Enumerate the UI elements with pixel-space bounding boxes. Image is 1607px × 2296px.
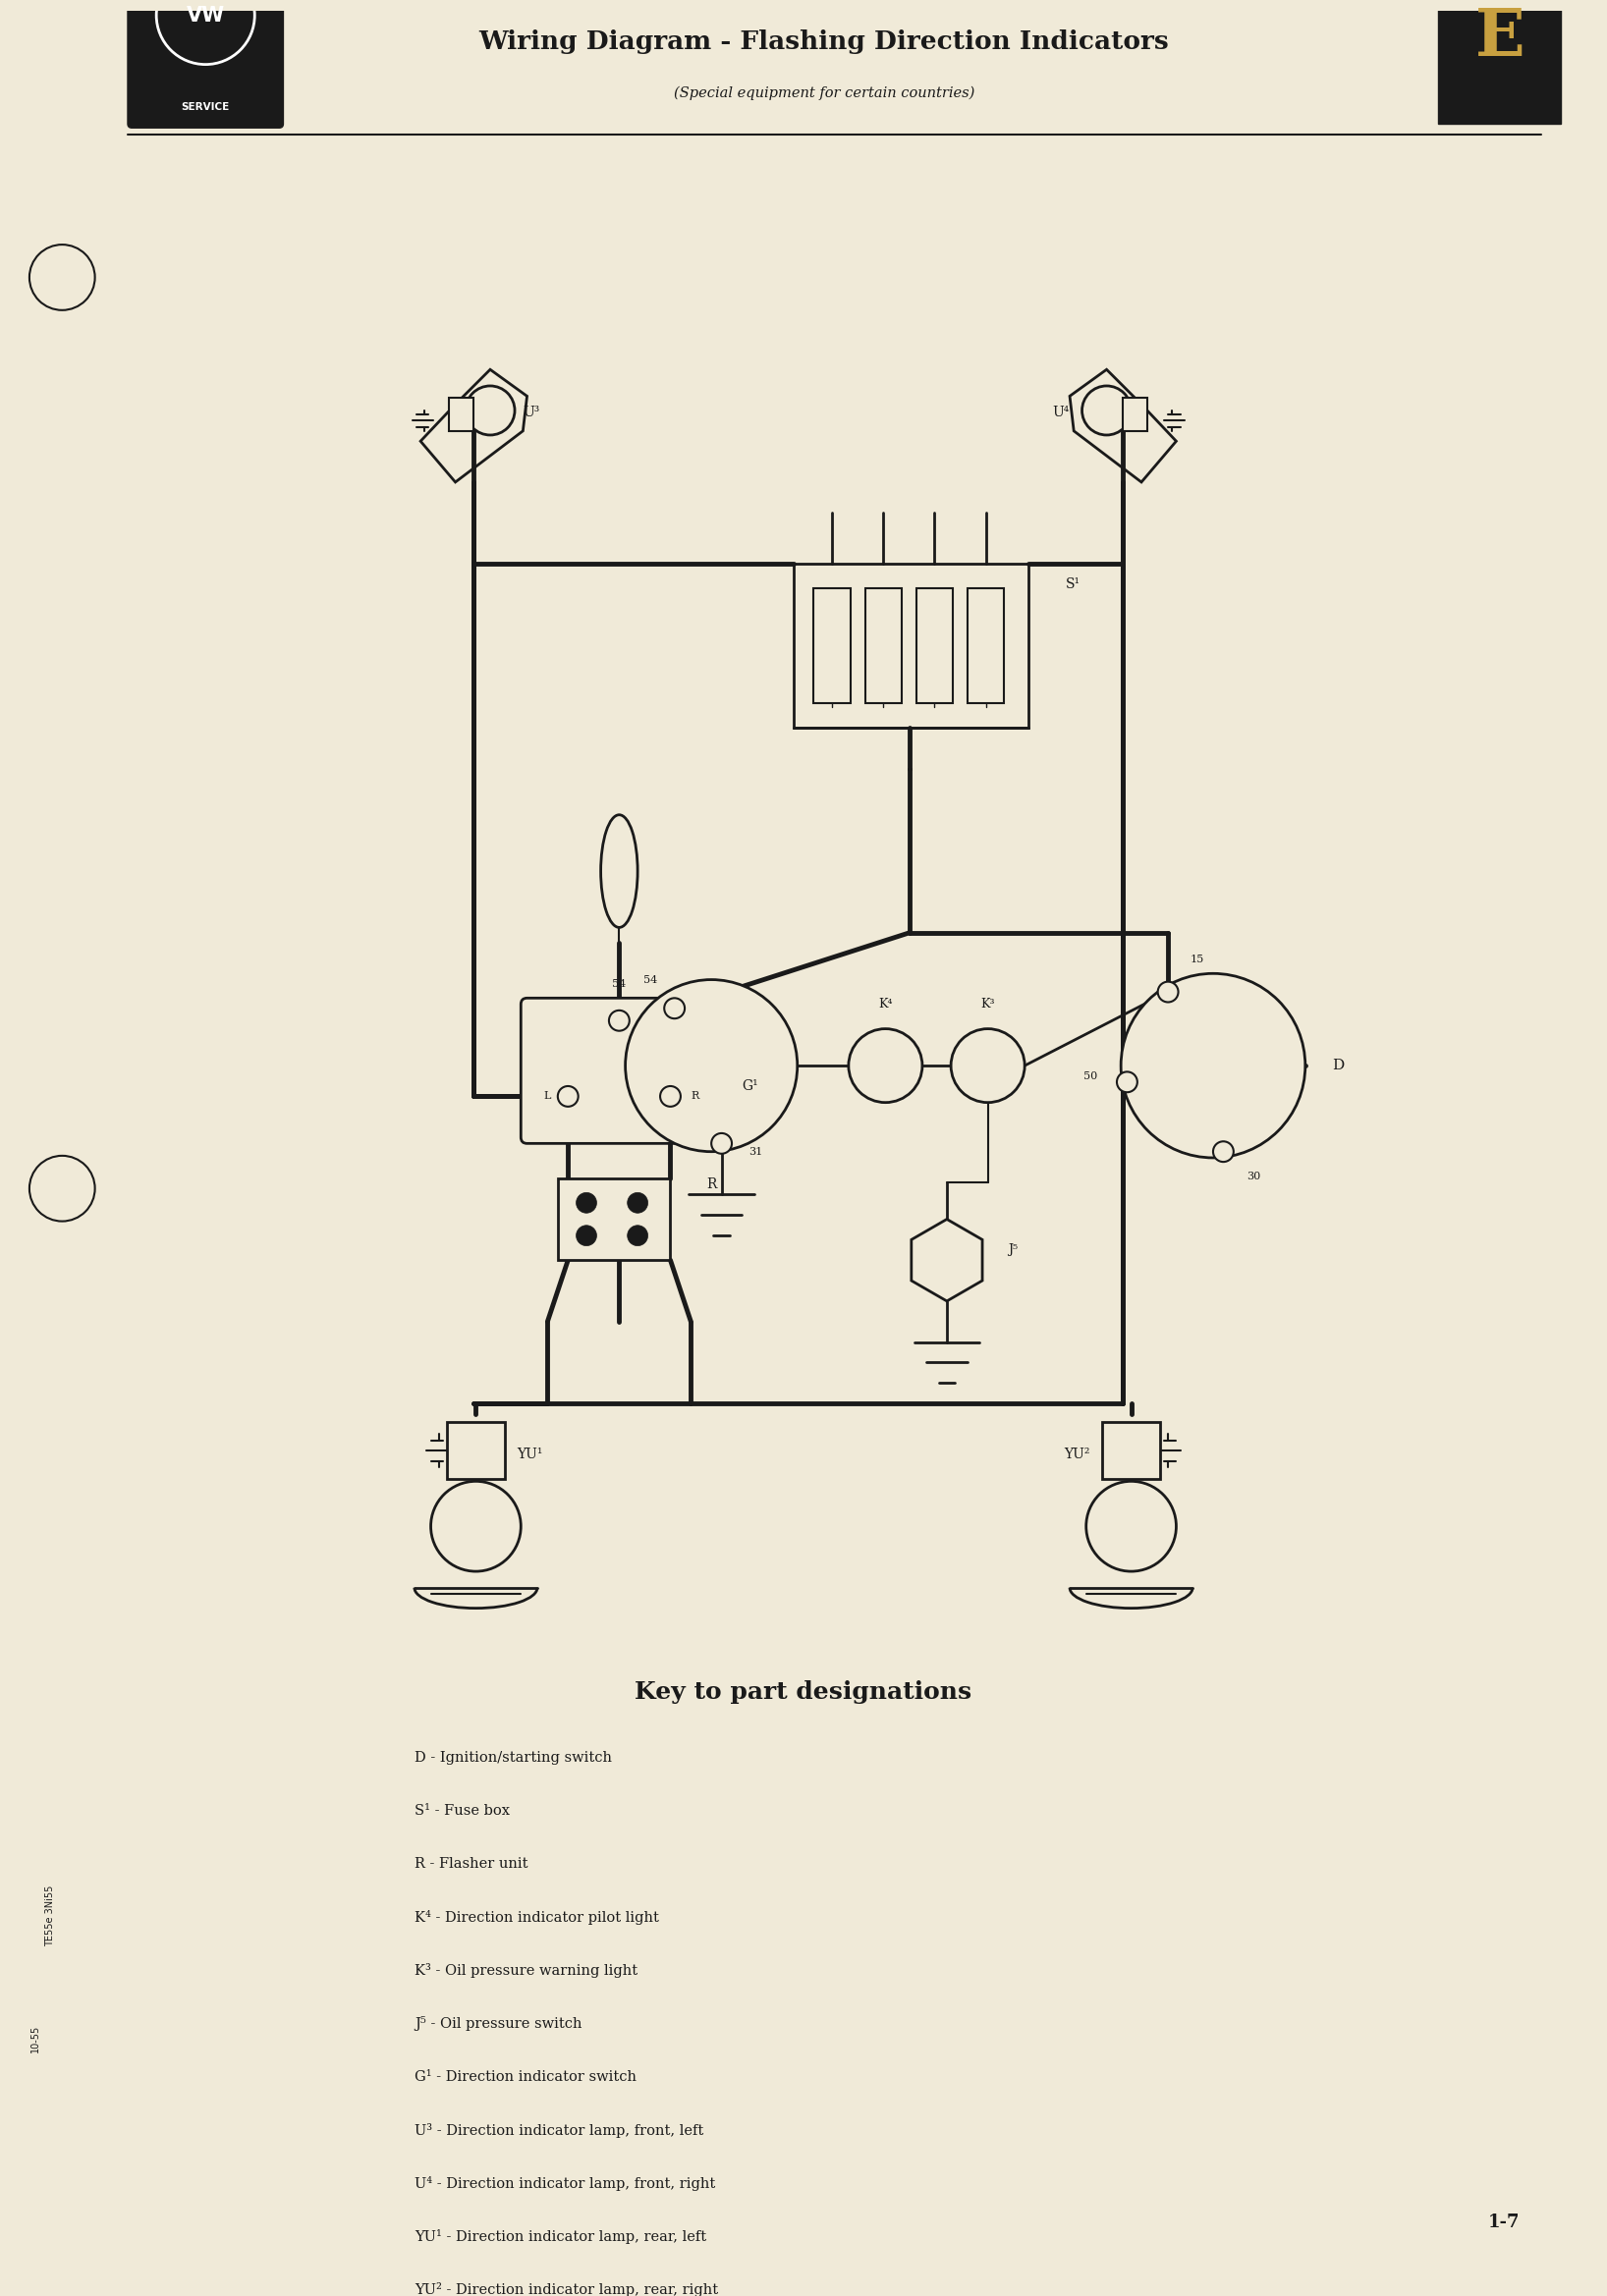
Bar xyxy=(813,588,850,703)
Text: G¹ - Direction indicator switch: G¹ - Direction indicator switch xyxy=(415,2071,636,2085)
Circle shape xyxy=(660,1086,681,1107)
Circle shape xyxy=(1122,974,1305,1157)
Text: 15: 15 xyxy=(1189,955,1204,964)
Bar xyxy=(1123,397,1147,432)
Text: VW: VW xyxy=(186,5,225,25)
Circle shape xyxy=(29,246,95,310)
FancyBboxPatch shape xyxy=(521,999,717,1143)
Text: SERVICE: SERVICE xyxy=(182,103,230,113)
Text: 31: 31 xyxy=(749,1146,762,1157)
Text: L: L xyxy=(543,1091,551,1102)
Circle shape xyxy=(577,1226,596,1247)
Circle shape xyxy=(627,1226,648,1247)
Circle shape xyxy=(712,1134,731,1153)
Text: Wiring Diagram - Flashing Direction Indicators: Wiring Diagram - Flashing Direction Indi… xyxy=(479,30,1170,55)
Ellipse shape xyxy=(156,0,254,64)
Text: (Special equipment for certain countries): (Special equipment for certain countries… xyxy=(673,85,974,101)
Text: Key to part designations: Key to part designations xyxy=(635,1681,972,1704)
Circle shape xyxy=(577,1192,596,1212)
Bar xyxy=(794,565,1028,728)
Circle shape xyxy=(29,1155,95,1221)
Text: R - Flasher unit: R - Flasher unit xyxy=(415,1857,527,1871)
Circle shape xyxy=(1117,1072,1138,1093)
Text: YU¹ - Direction indicator lamp, rear, left: YU¹ - Direction indicator lamp, rear, le… xyxy=(415,2229,705,2243)
Circle shape xyxy=(1213,1141,1234,1162)
Text: K³ - Oil pressure warning light: K³ - Oil pressure warning light xyxy=(415,1963,638,1977)
Text: R: R xyxy=(691,1091,699,1102)
Bar xyxy=(916,588,953,703)
Circle shape xyxy=(951,1029,1025,1102)
Text: YU²: YU² xyxy=(1064,1449,1090,1463)
Text: U³ - Direction indicator lamp, front, left: U³ - Direction indicator lamp, front, le… xyxy=(415,2124,704,2138)
Text: 50: 50 xyxy=(1083,1070,1098,1081)
Text: D: D xyxy=(1332,1058,1343,1072)
Bar xyxy=(865,588,902,703)
Circle shape xyxy=(625,980,797,1153)
Text: 54: 54 xyxy=(612,978,627,990)
Bar xyxy=(447,1421,505,1479)
Bar xyxy=(967,588,1004,703)
Text: U⁴: U⁴ xyxy=(1053,406,1070,420)
Text: 30: 30 xyxy=(1247,1171,1261,1180)
FancyBboxPatch shape xyxy=(127,0,283,129)
Circle shape xyxy=(627,1192,648,1212)
Text: TE55e 3Ni55: TE55e 3Ni55 xyxy=(45,1885,55,1947)
Text: G¹: G¹ xyxy=(742,1079,759,1093)
Circle shape xyxy=(153,0,259,69)
Text: YU¹: YU¹ xyxy=(517,1449,543,1463)
Circle shape xyxy=(1157,983,1178,1001)
Bar xyxy=(558,1178,670,1261)
Text: U³: U³ xyxy=(522,406,540,420)
Text: 1-7: 1-7 xyxy=(1488,2213,1520,2232)
Text: 10-55: 10-55 xyxy=(31,2025,40,2053)
Text: J⁵ - Oil pressure switch: J⁵ - Oil pressure switch xyxy=(415,2016,582,2032)
Text: R: R xyxy=(705,1178,717,1192)
Text: K³: K³ xyxy=(980,999,995,1010)
Text: E: E xyxy=(1475,7,1525,69)
Bar xyxy=(450,397,474,432)
Text: YU² - Direction indicator lamp, rear, right: YU² - Direction indicator lamp, rear, ri… xyxy=(415,2282,718,2296)
Bar xyxy=(1102,1421,1160,1479)
Text: S¹ - Fuse box: S¹ - Fuse box xyxy=(415,1805,509,1818)
Text: U⁴ - Direction indicator lamp, front, right: U⁴ - Direction indicator lamp, front, ri… xyxy=(415,2177,715,2190)
Text: S¹: S¹ xyxy=(1065,579,1080,592)
Circle shape xyxy=(848,1029,922,1102)
Text: K⁴ - Direction indicator pilot light: K⁴ - Direction indicator pilot light xyxy=(415,1910,659,1924)
Circle shape xyxy=(431,1481,521,1570)
Text: D - Ignition/starting switch: D - Ignition/starting switch xyxy=(415,1752,612,1766)
Circle shape xyxy=(1086,1481,1176,1570)
Ellipse shape xyxy=(601,815,638,928)
Text: K⁴: K⁴ xyxy=(879,999,892,1010)
Bar xyxy=(1438,0,1562,124)
Text: 54: 54 xyxy=(643,976,657,985)
Circle shape xyxy=(558,1086,579,1107)
Circle shape xyxy=(609,1010,630,1031)
Circle shape xyxy=(664,999,685,1019)
Text: J⁵: J⁵ xyxy=(1008,1244,1019,1256)
